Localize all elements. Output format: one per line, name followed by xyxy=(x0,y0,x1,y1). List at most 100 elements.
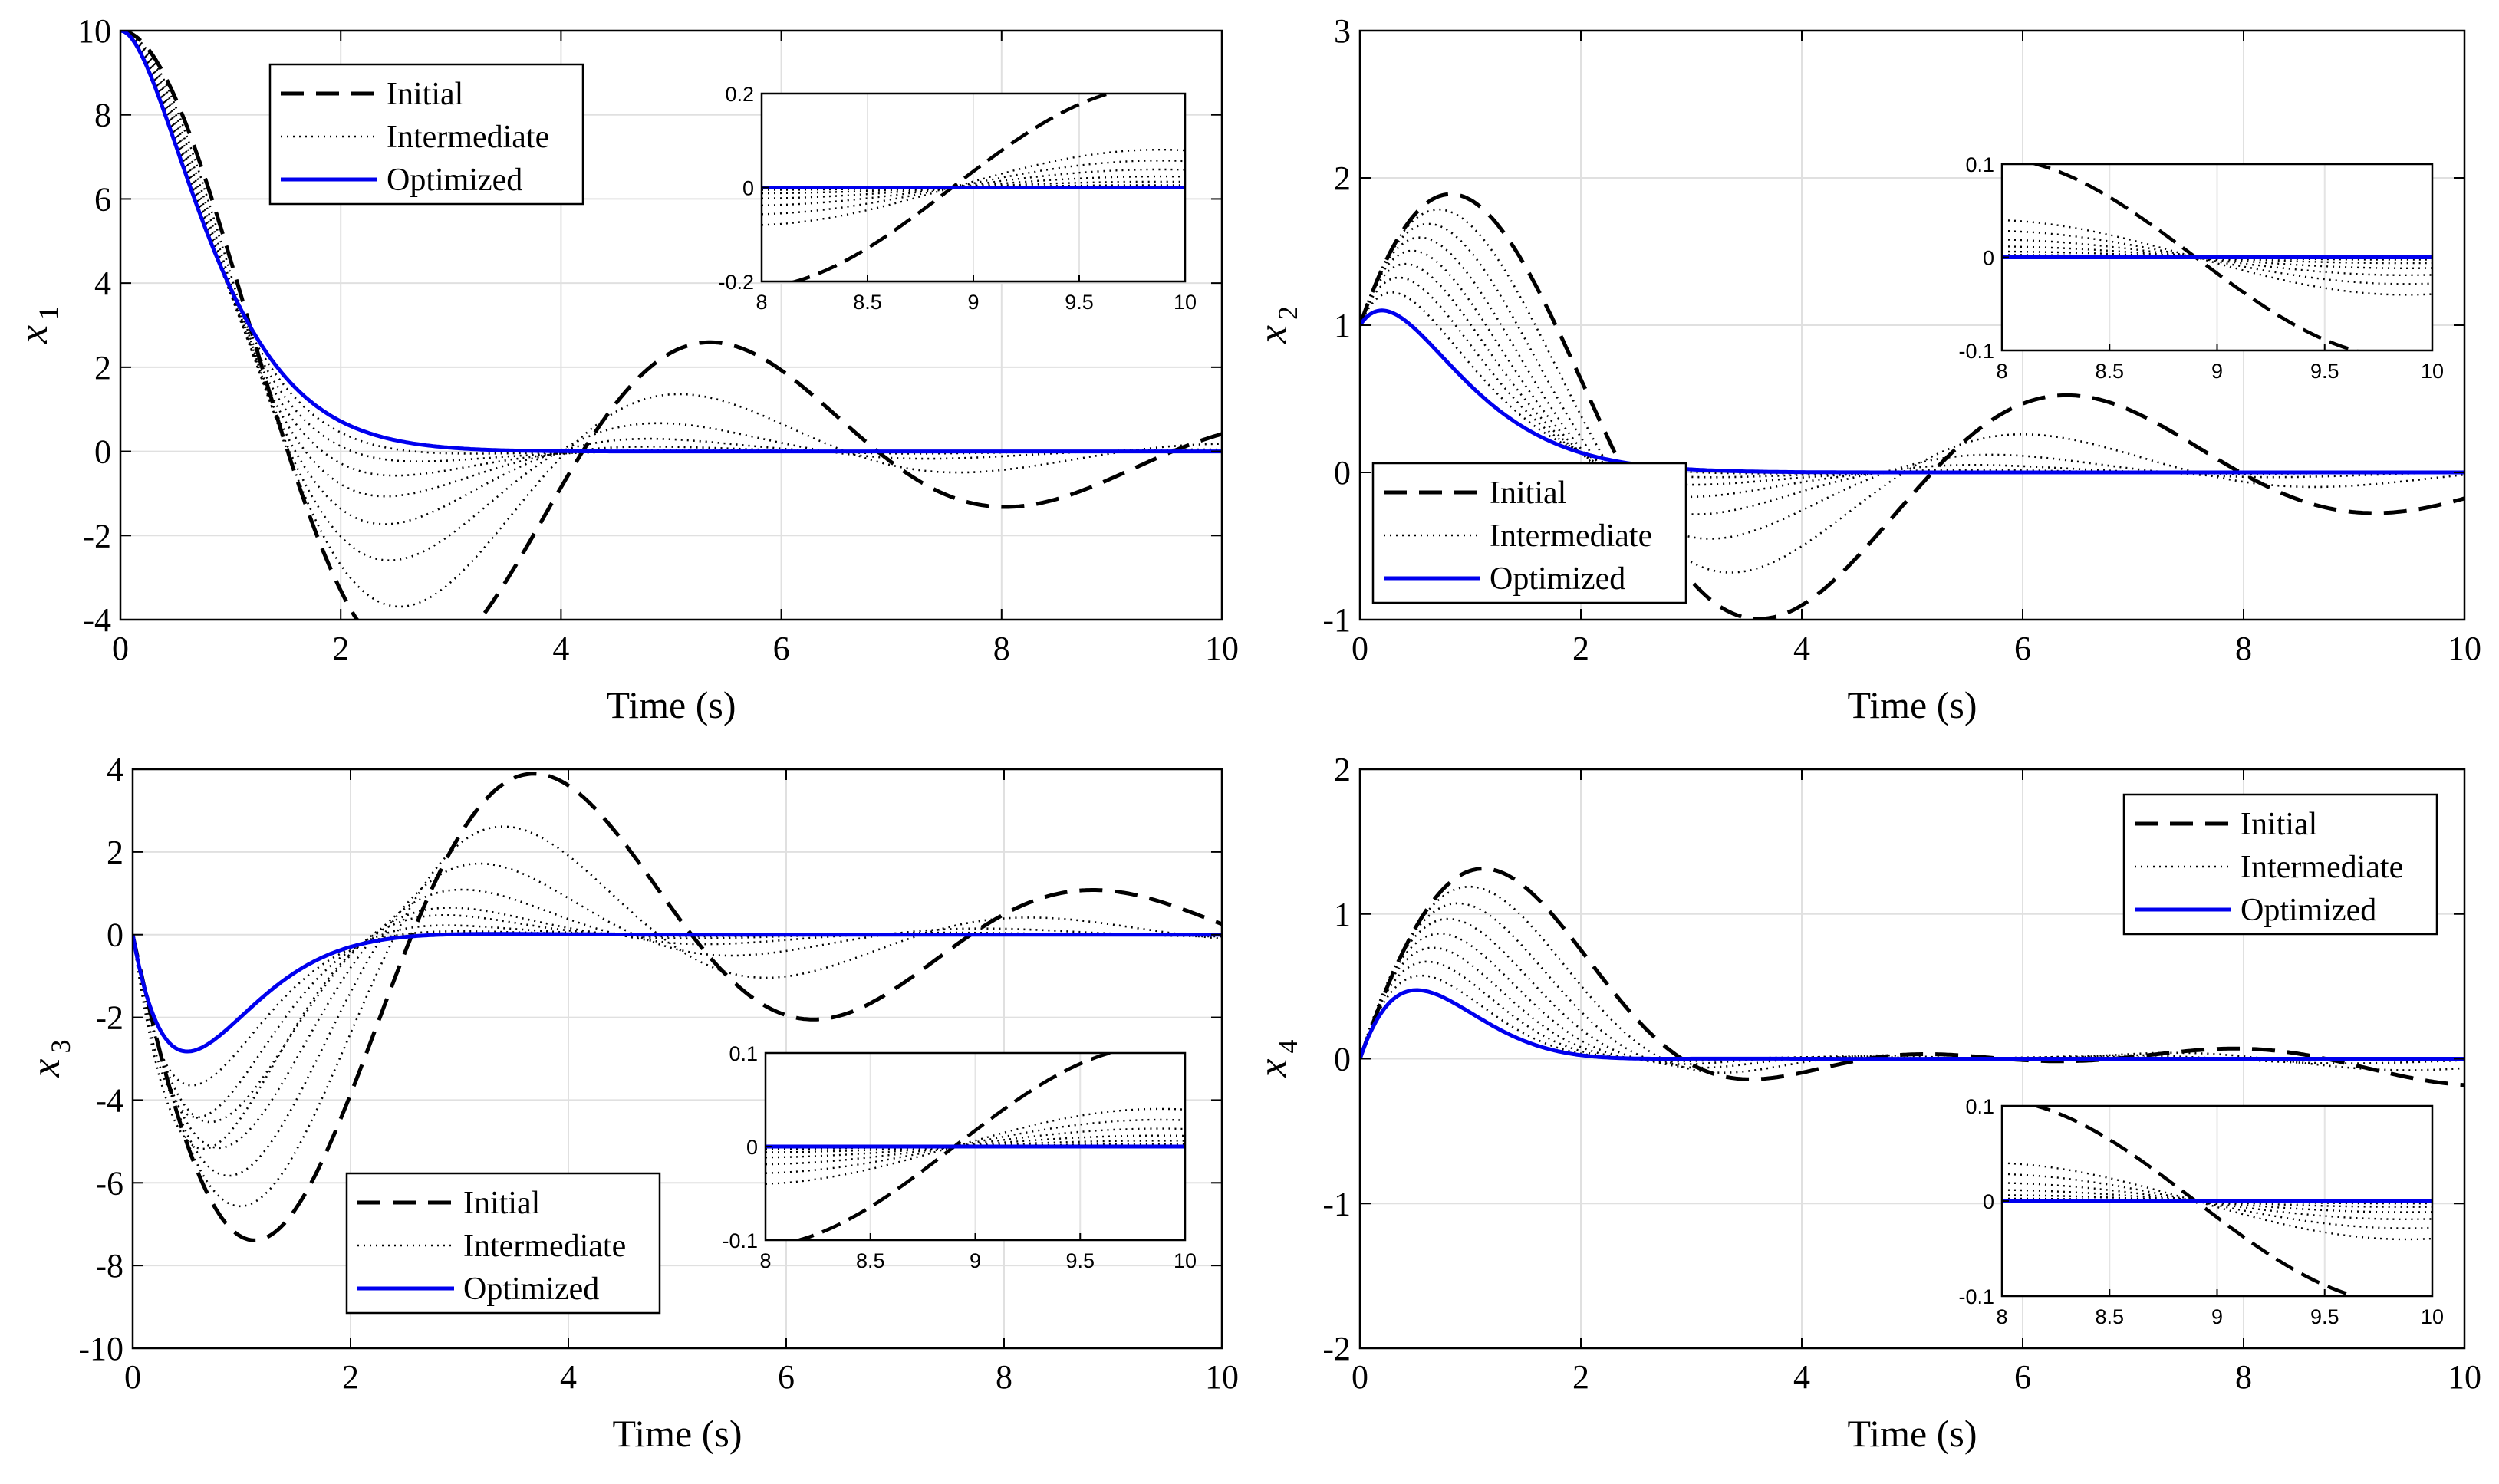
x-tick-label: 4 xyxy=(560,1358,577,1396)
inset-intermediate-line xyxy=(2002,239,2432,276)
inset-x-tick-label: 10 xyxy=(2421,1305,2444,1328)
y-tick-label: -2 xyxy=(83,517,111,554)
series-intermediate-line xyxy=(133,907,1222,1124)
x-tick-label: 8 xyxy=(2235,1358,2252,1396)
inset-y-tick-label: 0 xyxy=(1983,247,1994,270)
series-intermediate-line xyxy=(120,31,1222,562)
y-tick-label: 4 xyxy=(94,265,111,302)
y-axis-label: x4 xyxy=(1250,1040,1303,1078)
y-tick-label: 0 xyxy=(1334,454,1351,492)
series-intermediate-line xyxy=(133,825,1222,1208)
inset-x-tick-label: 8.5 xyxy=(853,291,882,314)
inset-x-tick-label: 9.5 xyxy=(1065,291,1094,314)
series-intermediate-line xyxy=(133,914,1222,1150)
series-optimized-line xyxy=(1360,308,2464,475)
series-intermediate-line xyxy=(120,31,1222,455)
y-tick-label: 0 xyxy=(107,916,123,954)
legend: Initial Intermediate Optimized xyxy=(268,63,584,206)
y-tick-label: 2 xyxy=(94,349,111,387)
y-tick-label: 4 xyxy=(107,751,123,788)
inset-initial-line xyxy=(2002,164,2432,350)
inset-y-tick-label: 0.2 xyxy=(725,83,754,106)
legend: Initial Intermediate Optimized xyxy=(1371,462,1687,604)
y-axis-label-sub: 4 xyxy=(1273,1040,1303,1054)
inset-initial-line xyxy=(766,1053,1185,1240)
x-tick-label: 6 xyxy=(2014,630,2031,667)
y-axis-label-sub: 2 xyxy=(1273,306,1303,320)
y-tick-label: -1 xyxy=(1322,601,1351,639)
y-axis-label-sub: 3 xyxy=(45,1040,76,1054)
inset-series xyxy=(2002,164,2432,350)
inset-y-tick-label: 0 xyxy=(742,177,754,200)
x-tick-label: 0 xyxy=(1352,630,1368,667)
y-axis-label: x1 xyxy=(10,306,64,344)
y-tick-label: 0 xyxy=(94,433,111,471)
inset-series xyxy=(762,94,1185,281)
y-axis-label-sub: 1 xyxy=(33,306,64,320)
legend-label-optimized: Optimized xyxy=(463,1272,599,1307)
x-tick-label: 8 xyxy=(993,630,1010,667)
y-tick-label: -8 xyxy=(95,1247,123,1285)
inset-x-tick-label: 9 xyxy=(2211,1305,2223,1328)
inset-x-tick-label: 9 xyxy=(967,291,979,314)
x-tick-label: 10 xyxy=(1205,1358,1239,1396)
series-optimized-line xyxy=(1360,988,2464,1061)
inset-series xyxy=(2002,1106,2432,1296)
x-tick-label: 4 xyxy=(1793,630,1810,667)
inset-y-tick-label: 0.1 xyxy=(1965,1095,1994,1118)
inset-x-tick-label: 8.5 xyxy=(856,1249,885,1272)
inset-y-tick-label: 0 xyxy=(1983,1190,1994,1213)
x-tick-label: 4 xyxy=(552,630,569,667)
inset-x-tick-label: 8 xyxy=(759,1249,771,1272)
inset-x-tick-label: 9.5 xyxy=(1065,1249,1095,1272)
y-tick-label: -6 xyxy=(95,1164,123,1202)
y-tick-label: 8 xyxy=(94,97,111,134)
series-intermediate-line xyxy=(1360,932,2464,1063)
inset-intermediate-line xyxy=(766,1107,1185,1185)
legend-label-intermediate: Intermediate xyxy=(2241,850,2403,885)
legend-label-intermediate: Intermediate xyxy=(387,120,549,155)
inset-y-tick-label: -0.1 xyxy=(722,1229,758,1252)
y-tick-label: -4 xyxy=(83,601,111,639)
inset-x-tick-label: 8 xyxy=(1996,360,2007,383)
inset-y-tick-label: 0.1 xyxy=(1965,153,1994,176)
y-tick-label: -2 xyxy=(1322,1330,1351,1367)
series-initial-line xyxy=(133,772,1222,1242)
y-tick-label: -1 xyxy=(1322,1185,1351,1222)
y-tick-label: 10 xyxy=(77,12,111,50)
y-axis-label: x3 xyxy=(22,1040,76,1078)
series-initial-line xyxy=(120,31,1222,620)
inset-intermediate-line xyxy=(2002,229,2432,285)
inset-y-tick-label: -0.1 xyxy=(1958,1285,1994,1308)
x-axis-label: Time (s) xyxy=(1847,1412,1977,1455)
x-tick-label: 2 xyxy=(332,630,349,667)
legend: Initial Intermediate Optimized xyxy=(345,1172,661,1315)
x-tick-label: 10 xyxy=(2448,630,2481,667)
inset-initial-line xyxy=(2002,1106,2432,1296)
x-tick-label: 10 xyxy=(2448,1358,2481,1396)
x-tick-label: 0 xyxy=(124,1358,141,1396)
legend-label-initial: Initial xyxy=(463,1186,540,1221)
inset-intermediate-line xyxy=(766,1134,1185,1159)
axes-box xyxy=(119,29,1223,621)
y-axis-label-main: x xyxy=(10,325,56,344)
series-optimized-line xyxy=(133,932,1222,1054)
x-axis-label: Time (s) xyxy=(606,683,736,726)
inset-x-tick-label: 10 xyxy=(1174,291,1197,314)
inset-plot: 8 8.5 9 9.5 10 -0.1 0 0.1 xyxy=(722,1042,1197,1272)
y-tick-label: 2 xyxy=(1334,751,1351,788)
legend-label-initial: Initial xyxy=(2241,807,2317,842)
x-tick-label: 6 xyxy=(773,630,790,667)
inset-series xyxy=(766,1053,1185,1240)
legend-label-optimized: Optimized xyxy=(1490,561,1625,597)
x-tick-label: 0 xyxy=(112,630,129,667)
inset-y-tick-label: 0.1 xyxy=(729,1042,758,1065)
y-axis-label-main: x xyxy=(1250,1058,1296,1078)
series-group xyxy=(120,31,1222,620)
inset-x-tick-label: 9.5 xyxy=(2310,360,2339,383)
inset-x-tick-label: 8.5 xyxy=(2095,360,2124,383)
legend-label-intermediate: Intermediate xyxy=(1490,518,1652,554)
y-axis-label-main: x xyxy=(22,1058,68,1078)
